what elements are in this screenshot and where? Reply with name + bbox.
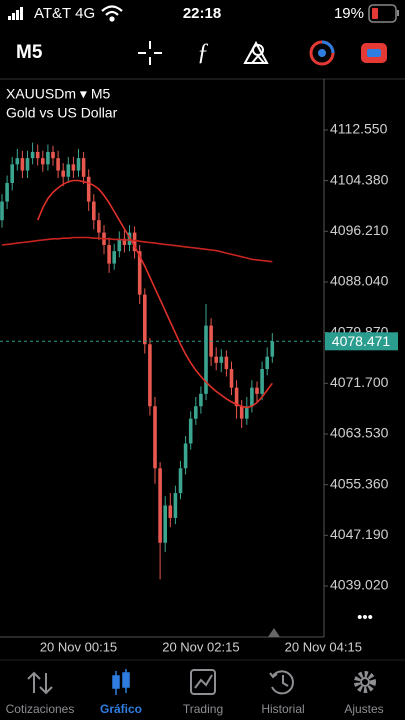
- tab-label[interactable]: Trading: [183, 702, 223, 716]
- candle-body: [112, 251, 116, 264]
- candle-body: [122, 238, 127, 245]
- battery: [368, 4, 399, 23]
- candle-body: [168, 505, 173, 518]
- chart-icon: [112, 669, 130, 695]
- candle-body: [199, 393, 203, 407]
- tab-label[interactable]: Gráfico: [100, 702, 142, 716]
- tab-label[interactable]: Cotizaciones: [6, 702, 75, 716]
- candle-body: [20, 158, 25, 171]
- candle-body: [250, 387, 254, 407]
- indicators-button[interactable]: ƒ: [197, 40, 209, 66]
- candle-body: [234, 387, 239, 407]
- candle-body: [66, 164, 71, 177]
- battery-level: 19%: [334, 5, 364, 22]
- candle-body: [132, 232, 137, 252]
- candle-body: [178, 468, 183, 494]
- candle-body: [214, 356, 218, 363]
- candle-body: [229, 369, 234, 388]
- x-tick-label: 20 Nov 00:15: [40, 639, 117, 654]
- candle-body: [137, 251, 142, 295]
- candle-body: [10, 164, 14, 183]
- candle-body: [224, 356, 229, 370]
- candle-body: [61, 170, 65, 177]
- candle-body: [81, 158, 86, 177]
- candle-body: [41, 158, 45, 165]
- candle-body: [265, 356, 269, 370]
- y-tick-label: 4055.360: [330, 475, 389, 491]
- candle-body: [92, 201, 96, 221]
- candle-body: [219, 356, 224, 363]
- moving-average: [36, 179, 273, 409]
- candle-body: [245, 406, 249, 419]
- candle-body: [56, 158, 60, 171]
- objects-button[interactable]: [243, 40, 269, 64]
- candle-body: [194, 406, 198, 419]
- crosshair-button[interactable]: [138, 41, 162, 65]
- symbol-description: Gold vs US Dollar: [6, 105, 118, 121]
- candle-body: [86, 176, 91, 202]
- carrier: AT&T 4G: [34, 5, 95, 22]
- symbol[interactable]: XAUUSDm ▾ M5: [6, 86, 110, 102]
- x-tick-label: 20 Nov 02:15: [162, 639, 239, 654]
- trade-button[interactable]: [309, 40, 335, 66]
- signal: [8, 7, 23, 20]
- y-tick-label: 4047.190: [330, 526, 389, 542]
- candle-body: [153, 406, 157, 469]
- candle-body: [97, 220, 101, 233]
- tab-label[interactable]: Historial: [261, 702, 304, 716]
- timeframe-button[interactable]: M5: [16, 42, 43, 63]
- candle-body: [5, 182, 9, 202]
- candle-body: [204, 325, 208, 394]
- tab-label[interactable]: Ajustes: [344, 702, 383, 716]
- y-tick-label: 4088.040: [330, 273, 389, 289]
- y-tick-label: 4096.210: [330, 222, 389, 238]
- history-icon: [269, 670, 294, 695]
- candle-body: [117, 238, 122, 252]
- tab-bar: Cotizaciones Gráfico Trading Historial Ajust…: [6, 702, 384, 716]
- candle-body: [51, 151, 55, 159]
- candle-body: [71, 164, 76, 171]
- quotes-icon: [27, 671, 53, 695]
- candle-body: [255, 387, 259, 394]
- candle-body: [173, 493, 178, 518]
- x-tick-label: 20 Nov 04:15: [285, 639, 362, 654]
- current-price-box: [325, 332, 398, 351]
- y-tick-label: 4104.380: [330, 171, 389, 187]
- more-button[interactable]: •••: [357, 609, 373, 626]
- current-price-label: 4078.471: [332, 333, 391, 349]
- candle-body: [148, 344, 152, 407]
- chart-mode-button[interactable]: [361, 43, 387, 63]
- candle-body: [260, 369, 264, 394]
- candle-body: [239, 406, 244, 419]
- wifi: [101, 5, 123, 22]
- settings-icon: [354, 671, 376, 693]
- candle-body: [76, 158, 81, 171]
- candle-body: [35, 151, 40, 159]
- candle-body: [143, 294, 147, 345]
- y-tick-label: 4039.020: [330, 577, 389, 593]
- candle-body: [107, 244, 111, 264]
- candle-body: [158, 468, 162, 543]
- y-tick-label: 4112.550: [330, 121, 388, 137]
- y-tick-label: 4071.700: [330, 374, 389, 390]
- candle-body: [163, 505, 167, 543]
- candle-body: [25, 158, 30, 171]
- candle-body: [15, 158, 20, 165]
- candle-body: [188, 418, 193, 444]
- candle-body: [0, 201, 4, 221]
- moving-average: [1, 236, 273, 263]
- scroll-marker: [268, 628, 280, 637]
- candle-body: [270, 341, 275, 357]
- candle-body: [46, 151, 50, 165]
- y-tick-label: 4063.530: [330, 425, 389, 441]
- trading-icon: [190, 669, 216, 695]
- candle-body: [30, 151, 35, 159]
- plot: 4039.020 4047.190 4055.360 4063.530 4071.700…: [0, 121, 398, 654]
- clock: 22:18: [183, 5, 221, 22]
- candle-body: [183, 443, 188, 469]
